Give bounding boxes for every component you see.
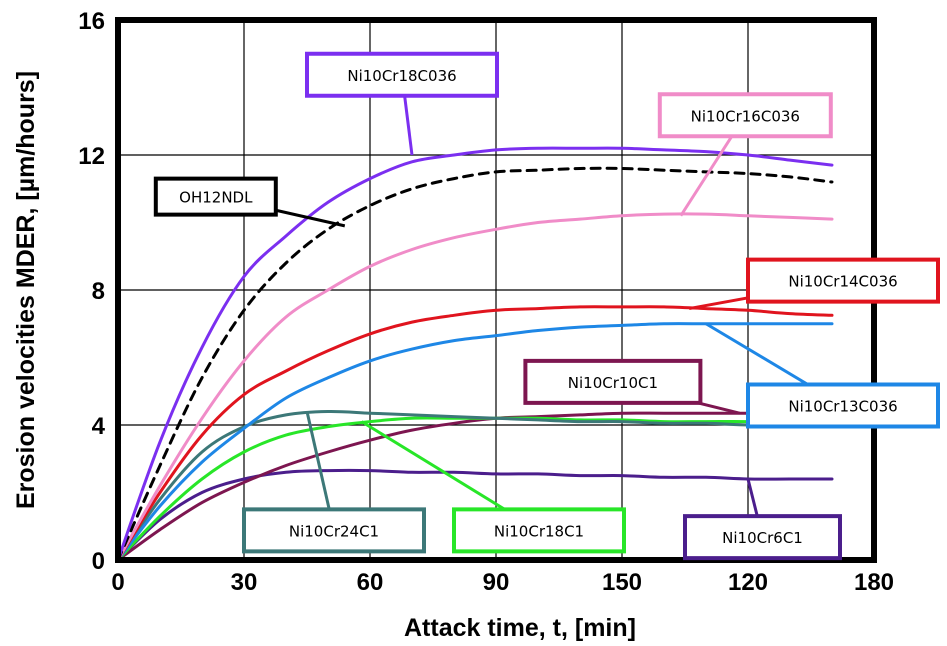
y-tick-label: 0 bbox=[92, 548, 105, 575]
callout-box bbox=[153, 176, 278, 217]
series-label: Ni10Cr10C1 bbox=[568, 374, 658, 392]
series-line-oh12ndl bbox=[116, 166, 834, 562]
x-tick-label: 150 bbox=[602, 569, 642, 596]
series-line-ni10cr24c1 bbox=[116, 409, 834, 562]
series-line-ni10cr14c036 bbox=[116, 305, 834, 562]
series-label: Ni10Cr6C1 bbox=[722, 529, 803, 547]
callout-box bbox=[683, 514, 842, 561]
series-label: OH12NDL bbox=[179, 189, 253, 207]
series-line-ni10cr10c1 bbox=[116, 411, 834, 562]
series-line-ni10cr18c036 bbox=[116, 146, 834, 562]
x-tick-label: 120 bbox=[728, 569, 768, 596]
callout-box bbox=[242, 507, 426, 554]
series-label: Ni10Cr16C036 bbox=[691, 107, 800, 125]
callout-box bbox=[746, 382, 940, 429]
tick-labels: 0 30 60 90 150 120 180 0 4 8 12 16 bbox=[78, 8, 894, 596]
callout-box bbox=[305, 51, 499, 98]
series-line-ni10cr16c036 bbox=[116, 212, 834, 562]
x-tick-label: 0 bbox=[111, 569, 124, 596]
series-label: Ni10Cr13C036 bbox=[788, 398, 897, 416]
series-label: Ni10Cr24C1 bbox=[289, 522, 379, 540]
y-axis-title: Erosion velocities MDER, [µm/hours] bbox=[12, 71, 40, 509]
x-tick-label: 30 bbox=[231, 569, 258, 596]
x-tick-label: 180 bbox=[854, 569, 894, 596]
series-lines bbox=[116, 146, 834, 562]
y-tick-label: 12 bbox=[78, 143, 105, 170]
x-tick-label: 60 bbox=[357, 569, 384, 596]
series-callouts: Ni10Cr18C036 OH12NDL Ni10Cr16C036 Ni10Cr14C… bbox=[153, 51, 940, 561]
series-label: Ni10Cr18C036 bbox=[347, 67, 456, 85]
callout-box bbox=[746, 257, 940, 304]
x-tick-label: 90 bbox=[483, 569, 510, 596]
callout-box bbox=[657, 92, 833, 139]
y-tick-label: 16 bbox=[78, 8, 105, 35]
series-label: Ni10Cr18C1 bbox=[494, 522, 584, 540]
y-tick-label: 8 bbox=[92, 278, 105, 305]
series-line-ni10cr6c1 bbox=[116, 468, 834, 562]
x-axis-title: Attack time, t, [min] bbox=[404, 614, 636, 642]
callout-box bbox=[523, 358, 703, 405]
series-label: Ni10Cr14C036 bbox=[788, 273, 897, 291]
y-tick-label: 4 bbox=[92, 413, 106, 440]
callout-box bbox=[452, 507, 626, 554]
